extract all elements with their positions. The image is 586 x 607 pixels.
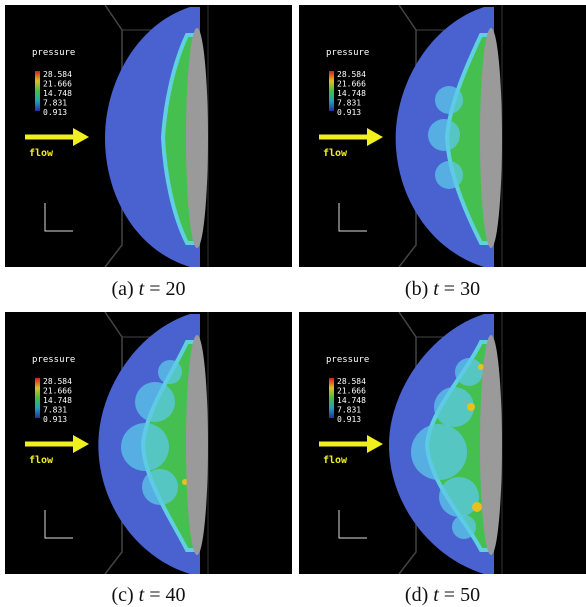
colorbar — [35, 71, 40, 111]
flow-label: flow — [29, 148, 54, 159]
flow-arrow-head — [367, 128, 383, 146]
caption-variable: t — [138, 278, 145, 300]
flow-region — [435, 86, 463, 114]
legend-tick: 0.913 — [337, 108, 361, 117]
body — [186, 28, 208, 248]
hot-spot — [478, 364, 484, 370]
legend-tick: 7.831 — [43, 99, 67, 108]
simulation-image: pressure 28.584 21.666 14.748 7.831 0.913 fl… — [5, 311, 292, 575]
simulation-image: pressure 28.584 21.666 14.748 7.831 0.913 fl… — [299, 4, 586, 268]
caption-value: = 30 — [443, 278, 481, 300]
legend-tick: 21.666 — [337, 80, 366, 89]
colorbar — [35, 378, 40, 418]
caption-value: = 50 — [443, 584, 481, 606]
legend-tick: 14.748 — [43, 396, 72, 405]
legend-tick: 14.748 — [43, 89, 72, 98]
simulation-image: pressure 28.584 21.666 14.748 7.831 0.913 fl… — [299, 311, 586, 575]
caption-label: (d) — [404, 584, 429, 606]
legend-title: pressure — [32, 355, 75, 365]
legend-title: pressure — [326, 355, 369, 365]
simulation-image: pressure 28.584 21.666 14.748 7.831 0.913 fl… — [5, 4, 292, 268]
axes-icon — [44, 203, 73, 232]
caption-label: (b) — [404, 278, 429, 300]
flow-label: flow — [29, 455, 54, 466]
legend-tick: 21.666 — [337, 387, 366, 396]
caption-value: = 20 — [149, 278, 186, 300]
legend-tick: 21.666 — [43, 80, 72, 89]
flow-region — [428, 119, 460, 151]
caption-variable: t — [433, 584, 439, 606]
body — [480, 335, 502, 555]
legend-tick: 7.831 — [337, 99, 361, 108]
colorbar — [329, 71, 334, 111]
flow-region — [121, 423, 169, 471]
flow-arrow-head — [73, 435, 89, 453]
legend-tick: 7.831 — [43, 406, 67, 415]
legend-tick: 14.748 — [337, 396, 366, 405]
axes-icon — [338, 203, 367, 232]
axes-icon — [44, 510, 73, 539]
caption-label: (c) — [111, 584, 134, 606]
legend-tick: 28.584 — [43, 70, 72, 79]
body — [480, 28, 502, 248]
caption-variable: t — [433, 278, 439, 300]
legend-tick: 21.666 — [43, 387, 72, 396]
colorbar — [329, 378, 334, 418]
flow-region — [455, 358, 483, 386]
hot-spot — [182, 479, 188, 485]
legend-tick: 28.584 — [43, 377, 72, 386]
legend-tick: 28.584 — [337, 70, 366, 79]
hot-spot — [467, 403, 475, 411]
caption: (b) t = 30 — [299, 278, 586, 301]
legend-tick: 14.748 — [337, 89, 366, 98]
caption-label: (a) — [111, 278, 134, 300]
flow-region — [452, 515, 476, 539]
legend-title: pressure — [32, 48, 75, 58]
legend-title: pressure — [326, 48, 369, 58]
flow-region — [439, 477, 479, 517]
flow-region — [158, 360, 182, 384]
legend-tick: 0.913 — [43, 415, 67, 424]
flow-region — [142, 469, 178, 505]
legend-tick: 28.584 — [337, 377, 366, 386]
caption: (c) t = 40 — [5, 584, 292, 607]
flow-arrow-head — [367, 435, 383, 453]
flow-arrow-head — [73, 128, 89, 146]
flow-region — [435, 161, 463, 189]
hot-spot — [472, 502, 482, 512]
caption: (d) t = 50 — [299, 584, 586, 607]
flow-region — [411, 424, 467, 480]
caption: (a) t = 20 — [5, 278, 292, 301]
legend-tick: 7.831 — [337, 406, 361, 415]
legend-tick: 0.913 — [43, 108, 67, 117]
flow-region — [434, 387, 474, 427]
flow-label: flow — [323, 455, 348, 466]
body — [186, 335, 208, 555]
caption-value: = 40 — [149, 584, 186, 606]
flow-label: flow — [323, 148, 348, 159]
axes-icon — [338, 510, 367, 539]
caption-variable: t — [138, 584, 145, 606]
flow-region — [135, 382, 175, 422]
legend-tick: 0.913 — [337, 415, 361, 424]
